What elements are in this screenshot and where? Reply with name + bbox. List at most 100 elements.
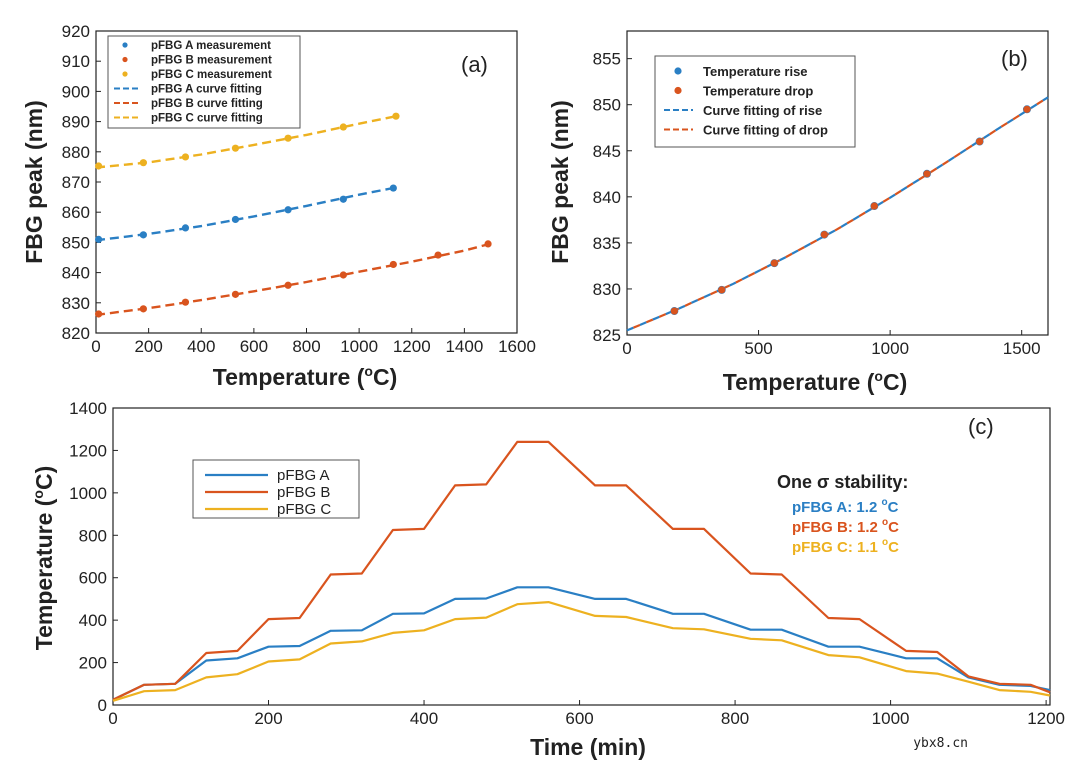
panel-c-ytick-label: 800 bbox=[79, 526, 107, 545]
panel-a-ylabel: FBG peak (nm) bbox=[21, 100, 47, 264]
panel-b-legend-label: Temperature drop bbox=[703, 84, 813, 99]
panel-a-fit-line bbox=[95, 186, 394, 242]
stability-value-label: pFBG C: 1.1 bbox=[792, 539, 882, 556]
panel-c-ticks: 0 200 400 600 800 1000 1200 0 200 400 600 800 1000 12… bbox=[69, 399, 1065, 728]
panel-a-xtick-label: 1400 bbox=[445, 337, 483, 356]
stability-title: One σ stability: bbox=[777, 472, 908, 492]
stability-value-line: pFBG A: 1.2 oC bbox=[792, 497, 899, 516]
panel-a-legend-box bbox=[107, 35, 301, 129]
stability-value-unit: C bbox=[888, 519, 899, 536]
panel-a-xtick-label: 1200 bbox=[393, 337, 431, 356]
panel-a-data-point bbox=[181, 153, 190, 161]
panel-a-xtick-label: 400 bbox=[187, 337, 215, 356]
panel-a-xtick-label: 1000 bbox=[340, 337, 378, 356]
panel-a-data-point bbox=[139, 305, 147, 313]
panel-a-xtick-label: 0 bbox=[91, 337, 100, 356]
panel-a-legend-marker bbox=[122, 56, 128, 63]
panel-a-xlabel-unit: C) bbox=[373, 364, 397, 390]
panel-c-ylabel-main: Temperature ( bbox=[31, 498, 57, 650]
panel-b-axes-box bbox=[626, 30, 1049, 336]
panel-b-data-point bbox=[1023, 105, 1031, 113]
panel-b-legend-label: Curve fitting of rise bbox=[703, 103, 822, 118]
panel-b-legend-marker bbox=[674, 86, 682, 95]
panel-a-data-point bbox=[339, 195, 347, 203]
stability-value-unit: C bbox=[888, 539, 899, 556]
panel-b-data-point bbox=[670, 307, 678, 315]
panel-a-data-point bbox=[434, 251, 442, 259]
panel-a-ytick-label: 920 bbox=[62, 22, 90, 41]
panel-c-series-line bbox=[112, 586, 1051, 701]
panel-a-ytick-label: 900 bbox=[62, 82, 90, 101]
panel-a-legend-marker bbox=[122, 42, 128, 48]
panel-b-xlabel-unit: C) bbox=[883, 369, 907, 395]
panel-a-data-point bbox=[392, 112, 400, 120]
panel-c-xlabel: Time (min) bbox=[530, 734, 646, 760]
panel-c-legend-label: pFBG B bbox=[277, 484, 330, 501]
panel-a-legend-label: pFBG C measurement bbox=[151, 69, 272, 81]
panel-a-ticks: 0 200 400 600 800 1000 1200 1400 1600 820 830 840 85… bbox=[62, 22, 536, 356]
panel-a-data-point bbox=[284, 281, 292, 289]
watermark: ybx8.cn bbox=[913, 736, 968, 751]
panel-a-data-point bbox=[339, 123, 347, 131]
panel-c-xtick-label: 200 bbox=[254, 709, 282, 728]
panel-a-data-point bbox=[231, 215, 240, 224]
panel-a-data-point bbox=[284, 206, 292, 214]
panel-b-data-point bbox=[923, 170, 931, 178]
panel-b-ytick-label: 840 bbox=[593, 188, 621, 207]
panel-a-data-point bbox=[95, 235, 103, 243]
panel-a-ytick-label: 840 bbox=[62, 264, 90, 283]
panel-c-xtick-label: 0 bbox=[108, 709, 117, 728]
panel-b-ytick-label: 855 bbox=[593, 50, 621, 69]
panel-b-xtick-label: 1000 bbox=[871, 339, 909, 358]
panel-a-tag: (a) bbox=[461, 52, 488, 77]
panel-a-xlabel-degree: o bbox=[364, 363, 373, 379]
panel-b-legend: Temperature rise Temperature drop Curve fi… bbox=[664, 64, 828, 138]
panel-b-series bbox=[626, 96, 1049, 332]
stability-title-sigma: σ bbox=[817, 472, 829, 492]
panel-a-data-point bbox=[139, 231, 147, 239]
panel-a-data-point bbox=[284, 134, 292, 142]
stability-title-suffix: stability: bbox=[829, 472, 908, 492]
panel-b-tag: (b) bbox=[1001, 46, 1028, 71]
panel-c-ytick-label: 1200 bbox=[69, 441, 107, 460]
panel-b-xtick-label: 1500 bbox=[1003, 339, 1041, 358]
stability-value-degree: o bbox=[882, 537, 888, 548]
stability-value-label: pFBG B: 1.2 bbox=[792, 519, 882, 536]
panel-a-ytick-label: 830 bbox=[62, 294, 90, 313]
panel-c-ylabel-degree: o bbox=[30, 490, 46, 499]
panel-a-ytick-label: 910 bbox=[62, 52, 90, 71]
panel-a-ytick-label: 820 bbox=[62, 324, 90, 343]
panel-a-xtick-label: 800 bbox=[292, 337, 320, 356]
panel-a-xtick-label: 200 bbox=[134, 337, 162, 356]
panel-a-legend-label: pFBG B curve fitting bbox=[151, 98, 263, 110]
panel-a-data-point bbox=[389, 260, 397, 269]
stability-value-line: pFBG C: 1.1 oC bbox=[792, 537, 899, 556]
panel-b-data-point bbox=[820, 230, 828, 239]
panel-c-xtick-label: 800 bbox=[721, 709, 749, 728]
panel-a-data-point bbox=[484, 240, 492, 248]
panel-a-legend: pFBG A measurement pFBG B measurement pFBG… bbox=[114, 40, 272, 125]
panel-b-fit-line bbox=[626, 96, 1049, 332]
panel-b-ytick-label: 850 bbox=[593, 96, 621, 115]
panel-a-data-point bbox=[339, 271, 347, 279]
panel-a-ytick-label: 880 bbox=[62, 143, 90, 162]
panel-a-data-point bbox=[95, 162, 103, 170]
panel-b-data-point bbox=[975, 137, 984, 146]
panel-b-legend-label: Curve fitting of drop bbox=[703, 123, 828, 138]
stability-value-degree: o bbox=[882, 517, 888, 528]
panel-a-data-point bbox=[231, 144, 240, 152]
panel-b-ticks: 0 500 1000 1500 825 830 835 840 845 850 855 bbox=[593, 50, 1041, 358]
panel-c-tag: (c) bbox=[968, 414, 994, 439]
panel-b-legend-label: Temperature rise bbox=[703, 64, 808, 79]
panel-a-legend-label: pFBG C curve fitting bbox=[151, 113, 263, 125]
panel-c-ytick-label: 200 bbox=[79, 654, 107, 673]
panel-b-legend-box bbox=[654, 55, 856, 148]
panel-a-xtick-label: 1600 bbox=[498, 337, 536, 356]
panel-c-legend-label: pFBG C bbox=[277, 501, 331, 518]
panel-b-xtick-label: 500 bbox=[744, 339, 772, 358]
panel-a-ytick-label: 860 bbox=[62, 203, 90, 222]
panel-c-xtick-label: 1000 bbox=[872, 709, 910, 728]
panel-c-xtick-label: 400 bbox=[410, 709, 438, 728]
